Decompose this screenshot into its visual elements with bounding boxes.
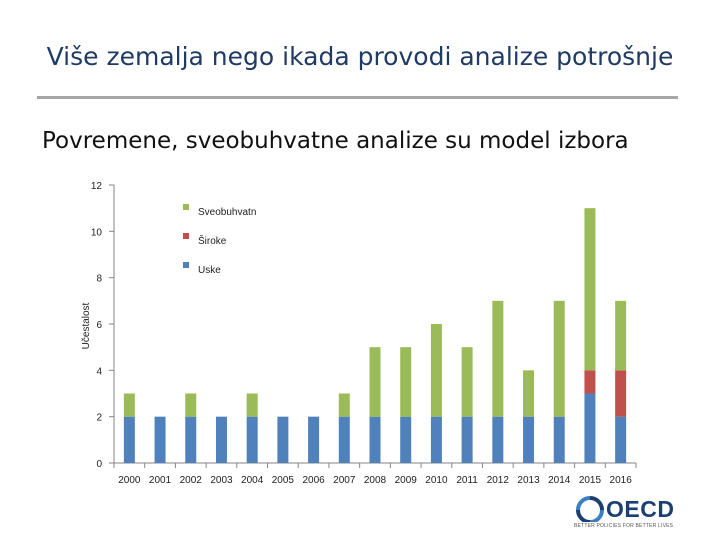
bar-segment-uske <box>400 416 412 463</box>
x-tick-label: 2013 <box>517 475 540 486</box>
bar-segment-uske <box>338 416 350 463</box>
bar-segment-uske <box>584 393 596 463</box>
bar-segment-uske <box>523 416 535 463</box>
legend-swatch <box>183 262 189 268</box>
x-tick-label: 2012 <box>487 475 510 486</box>
x-tick-label: 2015 <box>579 475 602 486</box>
bar-segment-uske <box>553 416 565 463</box>
x-tick-label: 2006 <box>302 475 325 486</box>
x-tick-label: 2004 <box>241 475 264 486</box>
bar-segment-sveobuhvatn <box>400 347 412 417</box>
oecd-tagline: BETTER POLICIES FOR BETTER LIVES <box>574 523 674 529</box>
x-tick-label: 2016 <box>610 475 633 486</box>
x-tick-label: 2008 <box>364 475 387 486</box>
bar-segment-sveobuhvatn <box>553 300 565 417</box>
slide-subtitle: Povremene, sveobuhvatne analize su model… <box>42 128 629 154</box>
x-tick-label: 2009 <box>395 475 418 486</box>
slide-title: Više zemalja nego ikada provodi analize … <box>46 42 674 71</box>
bar-segment-sveobuhvatn <box>338 393 350 417</box>
x-tick-label: 2007 <box>333 475 356 486</box>
y-tick-label: 2 <box>96 413 102 424</box>
bar-segment-sveobuhvatn <box>430 324 442 417</box>
bar-segment-sveobuhvatn <box>523 370 535 417</box>
bar-segment-uske <box>215 416 227 463</box>
legend-swatch <box>183 233 189 239</box>
legend-label: Sveobuhvatn <box>198 207 256 218</box>
x-tick-label: 2003 <box>210 475 233 486</box>
bar-segment-široke <box>584 370 596 394</box>
y-tick-label: 10 <box>91 227 103 238</box>
bar-segment-uske <box>246 416 258 463</box>
x-tick-label: 2014 <box>548 475 571 486</box>
y-tick-label: 0 <box>96 459 102 470</box>
oecd-logo-text: OECD <box>606 496 675 522</box>
x-tick-label: 2001 <box>149 475 172 486</box>
bar-segment-sveobuhvatn <box>492 300 504 417</box>
x-tick-label: 2002 <box>180 475 203 486</box>
y-tick-label: 6 <box>96 320 102 331</box>
title-divider <box>37 96 678 99</box>
bar-segment-uske <box>277 416 289 463</box>
x-tick-label: 2000 <box>118 475 141 486</box>
oecd-logo: OECD BETTER POLICIES FOR BETTER LIVES <box>574 496 694 534</box>
x-tick-label: 2010 <box>425 475 448 486</box>
bar-segment-uske <box>369 416 381 463</box>
y-tick-label: 12 <box>91 181 103 192</box>
bar-segment-sveobuhvatn <box>584 208 596 371</box>
x-tick-label: 2011 <box>456 475 478 486</box>
bar-segment-sveobuhvatn <box>123 393 135 417</box>
bar-segment-uske <box>492 416 504 463</box>
bar-segment-uske <box>430 416 442 463</box>
bar-segment-sveobuhvatn <box>461 347 473 417</box>
bar-segment-sveobuhvatn <box>246 393 258 417</box>
bar-segment-uske <box>185 416 197 463</box>
legend-label: Široke <box>198 234 227 247</box>
bar-segment-široke <box>615 370 627 417</box>
bar-segment-uske <box>461 416 473 463</box>
y-axis-title: Učestalost <box>81 302 92 349</box>
bar-segment-uske <box>308 416 320 463</box>
x-tick-label: 2005 <box>272 475 295 486</box>
y-tick-label: 4 <box>96 366 102 377</box>
bar-segment-sveobuhvatn <box>185 393 197 417</box>
bar-segment-uske <box>615 416 627 463</box>
bar-segment-sveobuhvatn <box>369 347 381 417</box>
oecd-logo-mark-icon <box>576 496 604 522</box>
bar-segment-sveobuhvatn <box>615 300 627 371</box>
legend-swatch <box>183 204 189 210</box>
bar-segment-uske <box>123 416 135 463</box>
bar-segment-uske <box>154 416 166 463</box>
legend-label: Uske <box>198 265 221 276</box>
y-tick-label: 8 <box>96 274 102 285</box>
